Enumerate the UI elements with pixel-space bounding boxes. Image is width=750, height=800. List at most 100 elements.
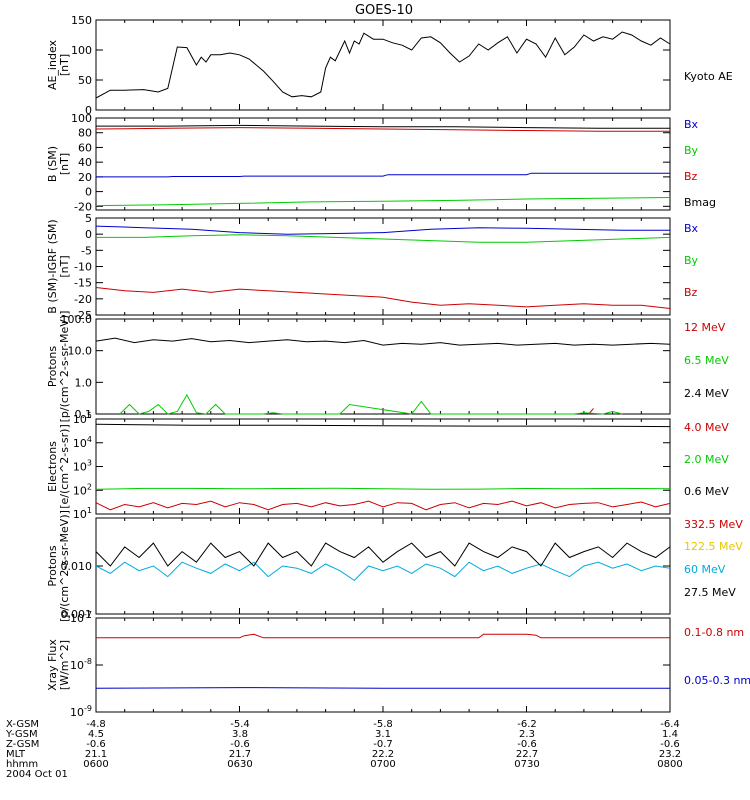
orbit-value: -0.6	[517, 739, 537, 750]
legend-entry: 122.5 MeV	[684, 540, 743, 553]
orbit-value: 3.1	[375, 729, 391, 740]
tick-label: 150	[71, 14, 92, 27]
y-axis-label: Xray Flux	[46, 639, 59, 691]
tick-label: 40	[78, 156, 92, 169]
tick-label: 0	[85, 228, 92, 241]
series-line	[95, 287, 671, 309]
orbit-value: 21.7	[229, 749, 251, 760]
plot-frame	[95, 617, 671, 713]
legend-entry: 27.5 MeV	[684, 586, 736, 599]
orbit-value: -0.6	[660, 739, 680, 750]
tick-label: -10	[74, 261, 92, 274]
orbit-value: 23.2	[659, 749, 681, 760]
tick-label: 100	[71, 44, 92, 57]
legend-entry: Bx	[684, 118, 699, 131]
legend-entry: Bmag	[684, 196, 716, 209]
orbit-value: -4.8	[86, 719, 106, 730]
panel-3: -25 -20 -15 -10 -5 0 5 B (SM)-IGRF (SM) [nT] Bx By…	[46, 212, 699, 322]
orbit-value: 0700	[370, 759, 395, 770]
orbit-value: -0.6	[230, 739, 250, 750]
tick-label: 1.0	[75, 376, 93, 389]
plot-frame	[95, 19, 671, 111]
tick-label: 105	[73, 411, 92, 426]
orbit-row-label: 2004 Oct 01	[6, 769, 68, 780]
tick-label: -20	[74, 293, 92, 306]
series-line	[95, 542, 671, 567]
tick-label: 0.1	[75, 408, 93, 421]
tick-label: 10-8	[70, 657, 92, 672]
tick-label: 102	[73, 482, 92, 497]
series-line	[96, 234, 671, 243]
tick-label: 5	[85, 212, 92, 225]
tick-label: 0.010	[61, 560, 93, 573]
tick-label: 10.0	[68, 345, 93, 358]
orbit-value: 4.5	[88, 729, 104, 740]
legend-entry: 0.05-0.3 nm	[684, 674, 750, 687]
plot-frame	[95, 318, 671, 415]
series-line	[95, 31, 671, 99]
tick-label: 0	[85, 186, 92, 199]
tick-label: -15	[74, 277, 92, 290]
y-axis-label: [nT]	[58, 153, 71, 175]
y-axis-label: Electrons	[46, 441, 59, 492]
y-axis-label: B (SM)-IGRF (SM)	[46, 219, 59, 313]
tick-label: -5	[81, 244, 92, 257]
orbit-row-label: Z-GSM	[6, 739, 39, 750]
series-line	[95, 423, 671, 428]
orbit-value: -6.4	[660, 719, 680, 730]
y-axis-label: Protons	[46, 346, 59, 387]
series-line	[95, 337, 671, 346]
legend-entry: 60 MeV	[684, 563, 726, 576]
orbit-row-label: Y-GSM	[5, 729, 38, 740]
orbit-value: 3.8	[232, 729, 248, 740]
orbit-value: 22.7	[516, 749, 538, 760]
legend-entry: 4.0 MeV	[684, 421, 729, 434]
tick-label: 104	[73, 435, 92, 450]
series-line	[96, 633, 670, 639]
panel-4: 0.1 1.0 10.0 100.0 Protons [p/(cm^2-s-sr-MeV)…	[46, 311, 729, 423]
legend-entry: Bz	[684, 170, 698, 183]
legend-entry: Bz	[684, 286, 698, 299]
orbit-value: -5.4	[230, 719, 250, 730]
plot-frame	[95, 117, 671, 211]
orbit-value: 22.2	[372, 749, 394, 760]
tick-label: 10-7	[70, 610, 92, 625]
series-line	[95, 127, 670, 132]
legend-entry: 2.4 MeV	[684, 387, 729, 400]
figure-title: GOES-10	[355, 3, 413, 18]
series-line	[95, 197, 671, 207]
y-axis-label: B (SM)	[46, 146, 59, 182]
y-axis-label: [W/m^2]	[58, 640, 71, 690]
orbit-value: -6.2	[517, 719, 537, 730]
y-axis-label: [p/(cm^2-s-sr-MeV)]	[58, 311, 71, 423]
tick-label: 80	[78, 127, 92, 140]
series-line	[96, 172, 670, 178]
orbit-value: 21.1	[85, 749, 107, 760]
tick-label: 100.0	[61, 313, 93, 326]
orbit-row-label: X-GSM	[6, 719, 39, 730]
orbit-value: -0.6	[86, 739, 106, 750]
series-line	[95, 225, 670, 235]
series-line	[95, 500, 671, 511]
series-line	[95, 687, 670, 689]
legend-entry: Kyoto AE	[684, 70, 733, 83]
panel-1: 0 50 100 150 AE_index [nT] Kyoto AE	[46, 14, 733, 117]
orbit-value: 1.4	[662, 729, 678, 740]
tick-label: 0	[85, 104, 92, 117]
orbit-row-label: hhmm	[6, 759, 38, 770]
legend-entry: By	[684, 144, 699, 157]
y-axis-label: [p/(cm^2-s-sr-MeV)]	[58, 510, 71, 622]
legend-entry: By	[684, 254, 699, 267]
tick-label: -25	[74, 309, 92, 322]
legend-entry: 6.5 MeV	[684, 354, 729, 367]
series-line	[95, 561, 671, 582]
panel-5: 101 102 103 104 105 Electrons [e/(cm^2-s-sr)] 4…	[46, 411, 729, 521]
plot-frame	[95, 418, 671, 515]
orbit-row-label: MLT	[6, 749, 26, 760]
legend-entry: 2.0 MeV	[684, 453, 729, 466]
